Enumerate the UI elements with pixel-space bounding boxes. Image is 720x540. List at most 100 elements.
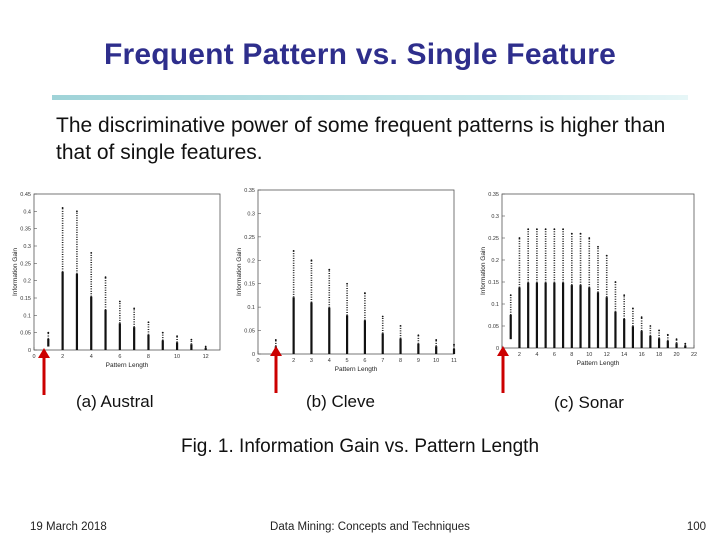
y-tick-label: 0.25 (244, 235, 255, 241)
data-point (274, 339, 277, 341)
data-point (675, 338, 678, 341)
data-point (310, 259, 313, 262)
x-tick-label: 0 (32, 354, 35, 360)
data-point (588, 237, 591, 239)
data-point (133, 307, 136, 310)
y-axis-label: Information Gain (12, 248, 19, 296)
plot-sonar-svg: 00.050.10.150.20.250.30.3502468101214161… (480, 192, 697, 367)
plot-sonar: 00.050.10.150.20.250.30.3502468101214161… (470, 188, 700, 373)
data-point (161, 331, 164, 334)
slide-title: Frequent Pattern vs. Single Feature (103, 38, 617, 71)
plot-cleve: 00.050.10.150.20.250.30.3501234567891011… (228, 184, 460, 384)
y-tick-label: 0.05 (488, 324, 499, 330)
data-column (666, 333, 669, 348)
y-tick-label: 0.1 (23, 313, 31, 319)
data-column (553, 228, 556, 348)
caption-sonar: (c) Sonar (554, 393, 624, 412)
arrow-austral (38, 348, 50, 395)
data-column (310, 259, 313, 354)
footer-course: Data Mining: Concepts and Techniques (270, 521, 470, 533)
data-column (640, 316, 643, 348)
data-point (658, 329, 660, 332)
data-point (61, 206, 64, 209)
x-tick-label: 10 (433, 358, 439, 364)
title-underline (52, 95, 688, 100)
x-tick-label: 9 (417, 358, 420, 364)
figure-caption: Fig. 1. Information Gain vs. Pattern Len… (180, 436, 540, 457)
data-column (614, 281, 617, 348)
x-tick-label: 12 (604, 352, 610, 358)
data-point (292, 250, 295, 252)
data-column (104, 276, 107, 350)
plot-cleve-svg: 00.050.10.150.20.250.30.3501234567891011… (236, 188, 457, 373)
x-tick-label: 6 (553, 352, 556, 358)
x-axis-label: Pattern Length (577, 360, 620, 367)
x-tick-label: 7 (381, 358, 384, 364)
y-tick-label: 0.3 (23, 244, 31, 250)
x-tick-label: 8 (399, 358, 402, 364)
data-column (675, 338, 678, 348)
x-tick-label: 8 (147, 354, 150, 360)
x-tick-label: 11 (451, 358, 457, 364)
data-column (417, 334, 420, 354)
data-point (649, 325, 652, 327)
data-point (399, 324, 402, 327)
x-tick-label: 2 (61, 354, 64, 360)
data-column (518, 237, 521, 348)
plot-austral-svg: 0 0.05 0.1 0.15 0.2 0.25 0.3 0.35 0.4 0.45 0 2 4 6 8 10… (12, 192, 221, 369)
data-point (562, 228, 564, 231)
data-column (561, 228, 565, 348)
x-tick-label: 16 (639, 352, 645, 358)
x-tick-label: 18 (656, 352, 662, 358)
data-column (684, 342, 687, 348)
data-point (176, 335, 178, 338)
data-point (614, 281, 617, 283)
data-column (527, 228, 530, 348)
y-tick-label: 0.15 (488, 280, 499, 286)
body-text: The discriminative power of some frequen… (56, 114, 666, 164)
data-point (518, 237, 521, 239)
x-tick-label: 3 (310, 358, 313, 364)
y-tick-label: 0.4 (23, 209, 31, 215)
data-column (596, 245, 600, 348)
footer-date: 19 March 2018 (30, 521, 107, 533)
data-column (328, 268, 331, 354)
data-point (544, 228, 547, 231)
data-column (363, 292, 367, 354)
data-point (632, 307, 634, 310)
data-point (570, 232, 573, 235)
data-point (147, 321, 150, 324)
y-tick-label: 0.35 (20, 227, 31, 233)
x-axis-label: Pattern Length (106, 362, 149, 369)
y-tick-label: 0.15 (244, 282, 255, 288)
data-point (509, 294, 512, 297)
x-tick-label: 14 (621, 352, 627, 358)
data-column (90, 252, 93, 350)
y-tick-label: 0.25 (20, 261, 31, 267)
data-column (649, 325, 652, 348)
x-tick-label: 12 (203, 354, 209, 360)
data-column (452, 343, 456, 354)
data-point (597, 245, 599, 248)
data-point (579, 232, 582, 235)
y-tick-label: 0.2 (247, 258, 255, 264)
data-point (381, 315, 384, 318)
data-column (605, 254, 608, 348)
x-tick-label: 4 (535, 352, 538, 358)
data-column (345, 282, 349, 354)
y-tick-label: 0 (28, 348, 31, 354)
data-column (657, 329, 661, 348)
data-point (204, 345, 207, 348)
plot-frame (33, 193, 221, 351)
data-column (544, 228, 547, 348)
y-axis-label: Information Gain (236, 248, 243, 296)
data-column (535, 228, 539, 348)
data-column (509, 294, 512, 340)
y-tick-label: 0.15 (20, 296, 31, 302)
plot-frame (257, 189, 455, 355)
data-point (553, 228, 556, 231)
data-point (684, 342, 687, 345)
data-column (61, 206, 64, 350)
data-point (328, 268, 331, 271)
x-tick-label: 2 (292, 358, 295, 364)
